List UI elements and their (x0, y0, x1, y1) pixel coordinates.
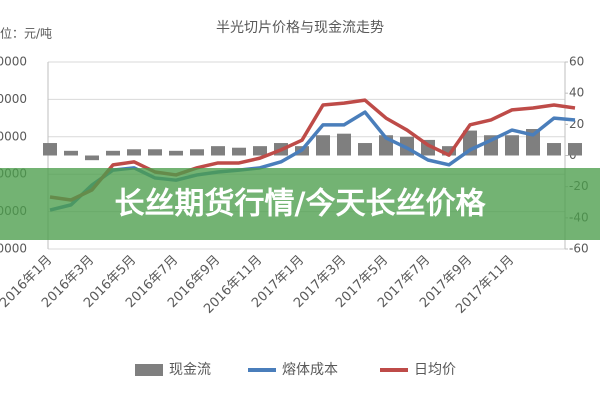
line (49, 98, 576, 202)
banner-text: 长丝期货行情/今天长丝价格 (115, 187, 487, 222)
bar (85, 155, 99, 161)
legend-label: 日均价 (414, 362, 456, 378)
bar (211, 146, 225, 156)
y-tick-label: 0000 (0, 92, 27, 106)
y-tick-label: 0000 (0, 129, 27, 143)
bar (505, 135, 519, 156)
bar (106, 150, 120, 156)
y2-tick-label: 60 (569, 55, 584, 69)
y-tick-label: 0000 (0, 55, 27, 69)
bar (43, 143, 57, 156)
y2-tick-label: 40 (569, 86, 584, 100)
chart-title: 半光切片价格与现金流走势 (216, 20, 384, 36)
bar (190, 149, 204, 156)
bar (232, 147, 246, 156)
bar (253, 146, 267, 156)
bar (316, 135, 330, 156)
bar (337, 133, 351, 156)
y2-tick-label: -60 (569, 242, 589, 256)
y-tick-label: 0000 (0, 242, 27, 256)
banner-band (0, 168, 600, 240)
legend-label: 现金流 (169, 362, 211, 378)
bar (568, 143, 582, 156)
bar (547, 143, 561, 156)
bar (127, 149, 141, 156)
bar (358, 143, 372, 156)
bar (64, 150, 78, 156)
legend-label: 熔体成本 (282, 362, 338, 378)
bar (442, 146, 456, 156)
bar (169, 150, 183, 156)
bar (148, 149, 162, 156)
y-axis-label: 位：元/吨 (0, 26, 52, 41)
legend-swatch (135, 364, 163, 376)
